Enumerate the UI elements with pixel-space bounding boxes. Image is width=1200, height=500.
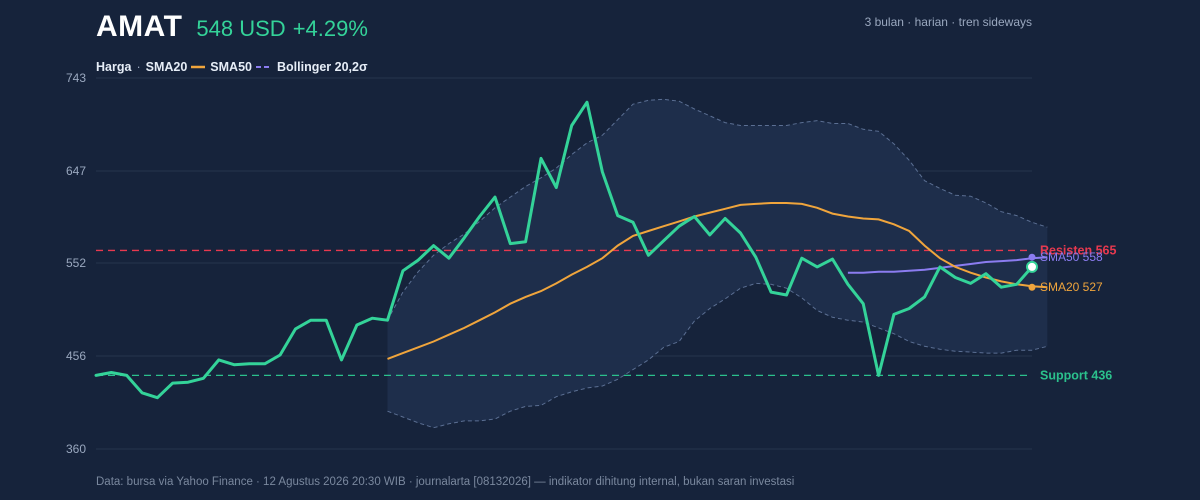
legend-price-label: Harga xyxy=(96,60,132,74)
ticker-symbol: AMAT xyxy=(96,10,183,43)
sma20-end-dot xyxy=(1028,283,1036,291)
legend-sma20-label: SMA20 xyxy=(145,60,188,74)
price-quote: 548 USD +4.29% xyxy=(196,16,368,42)
y-tick-label: 552 xyxy=(66,256,86,270)
sma20-line xyxy=(387,202,1048,360)
bollinger-upper-line xyxy=(387,98,1048,321)
legend-separator: · xyxy=(136,60,141,74)
legend: Harga · SMA20 SMA50 Bollinger 20,2σ xyxy=(96,60,368,74)
footer-note: Data: bursa via Yahoo Finance · 12 Agust… xyxy=(96,476,795,488)
legend-sma20-swatch xyxy=(191,65,206,69)
legend-bollinger-swatch xyxy=(255,66,272,68)
sma50-end-dot xyxy=(1028,253,1036,261)
legend-sma50-label: SMA50 xyxy=(210,60,252,74)
level-label: Resisten 565 xyxy=(1040,243,1116,257)
current-price: 548 USD xyxy=(196,16,286,41)
price-change: +4.29% xyxy=(292,16,368,41)
legend-bollinger-label: Bollinger 20,2σ xyxy=(276,60,368,74)
price-end-dot xyxy=(1026,260,1038,273)
level-label: Support 436 xyxy=(1040,368,1112,382)
end-labels-layer: Resisten 565 Support 436 SMA50 558 SMA20 52… xyxy=(1040,243,1116,382)
y-tick-label: 360 xyxy=(66,442,86,456)
chart-header: AMAT 548 USD +4.29% xyxy=(96,10,368,44)
sma50-end-label: SMA50 558 xyxy=(1040,250,1103,264)
bollinger-lower-line xyxy=(387,282,1048,429)
sma50-line xyxy=(847,256,1048,274)
y-tick-label: 743 xyxy=(66,71,86,85)
price-line xyxy=(94,100,1034,400)
y-tick-label: 647 xyxy=(66,164,86,178)
y-tick-label: 456 xyxy=(66,349,86,363)
level-lines-layer xyxy=(96,249,1032,377)
chart-meta: 3 bulan · harian · tren sideways xyxy=(864,15,1032,29)
series-lines-layer xyxy=(94,100,1048,400)
sma20-end-label: SMA20 527 xyxy=(1040,280,1103,294)
